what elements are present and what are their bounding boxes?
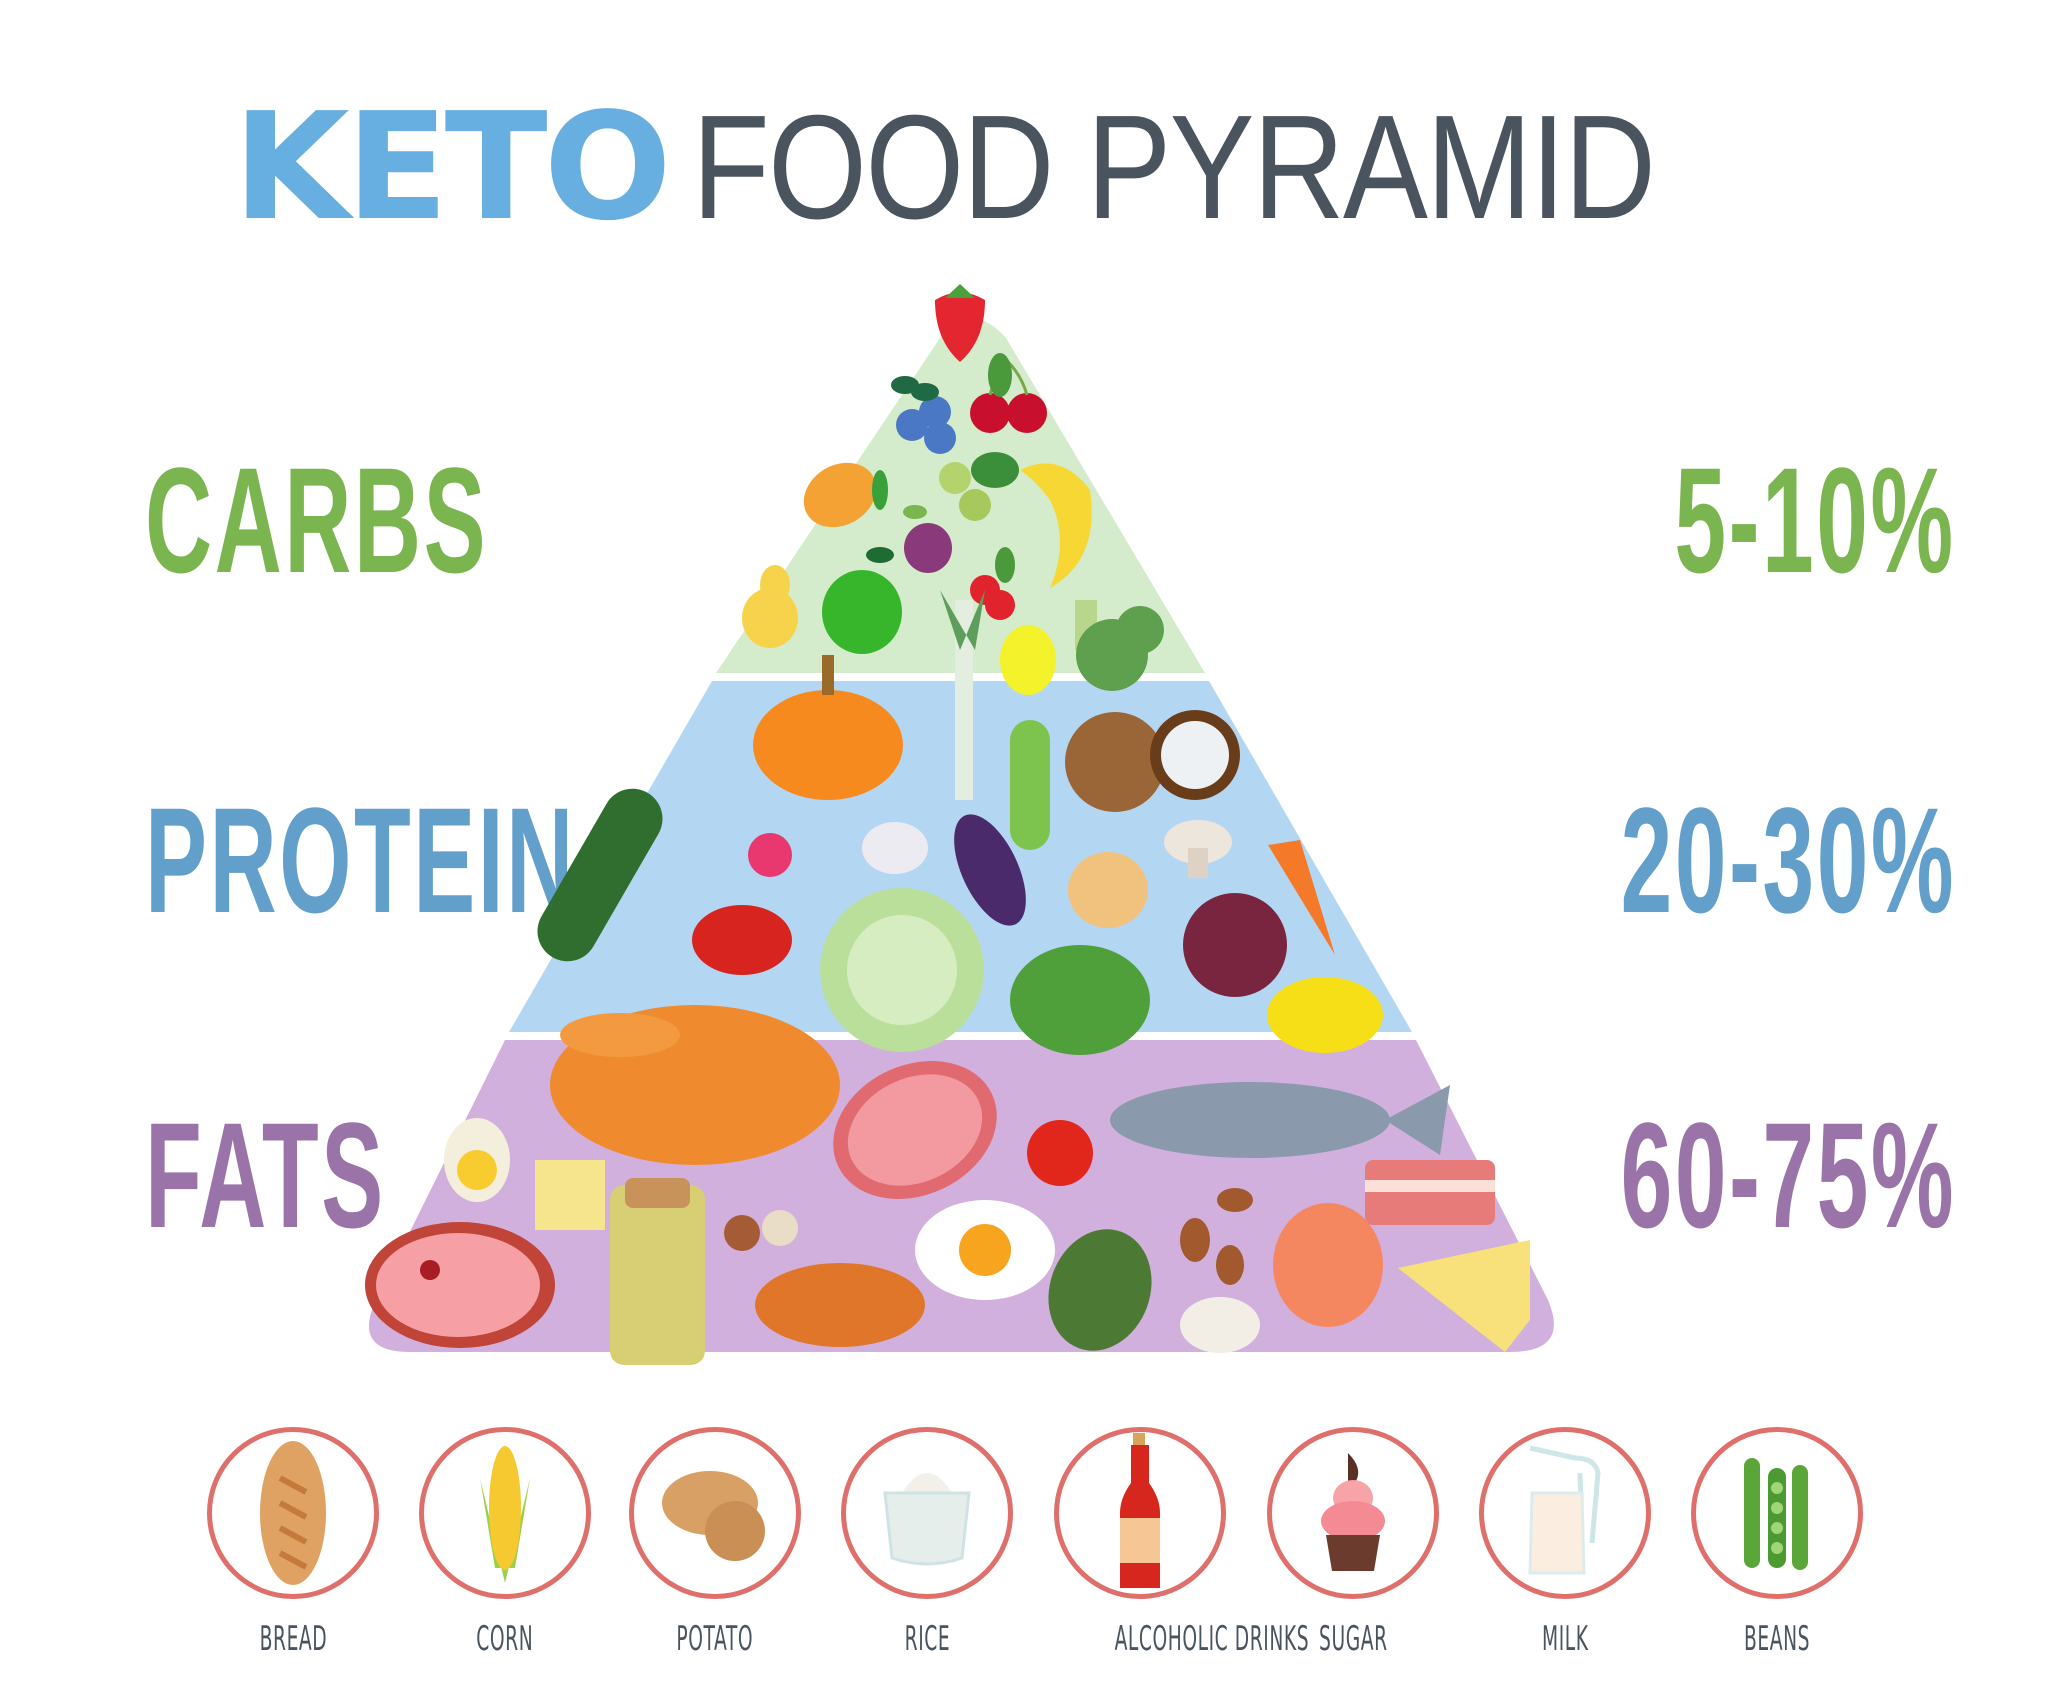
avoid-circle xyxy=(1267,1427,1439,1599)
pear-icon xyxy=(742,565,798,648)
salmon-fish-icon xyxy=(1110,1082,1450,1158)
boiled-egg-icon xyxy=(444,1118,510,1202)
strawberry-icon xyxy=(935,284,985,362)
zucchini-icon xyxy=(537,788,663,962)
avoid-item-bread: BREAD xyxy=(188,1427,398,1659)
leek-icon xyxy=(940,590,985,800)
title-highlight: KETO xyxy=(232,81,672,253)
bacon-icon xyxy=(1365,1160,1495,1225)
avoid-circle xyxy=(207,1427,379,1599)
lettuce-icon xyxy=(1010,945,1150,1055)
plum-icon xyxy=(903,505,952,573)
milk-jug-icon xyxy=(1528,1445,1601,1575)
corn-icon xyxy=(480,1446,530,1583)
gooseberries-icon xyxy=(939,452,1019,521)
onion-icon xyxy=(1068,852,1148,928)
almonds-icon xyxy=(1180,1188,1253,1285)
fats-percent: 60-75% xyxy=(1620,1091,1956,1259)
banana-icon xyxy=(1020,463,1092,588)
avoid-item-beans: BEANS xyxy=(1672,1427,1882,1659)
avoid-label: BREAD xyxy=(259,1619,327,1659)
avoid-label: ALCOHOLIC DRINKS xyxy=(1114,1619,1310,1659)
mango-icon xyxy=(803,462,888,528)
avoid-label: POTATO xyxy=(676,1619,754,1659)
olive-oil-icon xyxy=(610,1178,705,1365)
green-apple-icon xyxy=(822,547,902,654)
wine-bottle-icon xyxy=(1120,1433,1160,1588)
fats-label: FATS xyxy=(145,1091,386,1259)
ham-slice-icon xyxy=(833,1061,997,1199)
avoid-circle xyxy=(629,1427,801,1599)
potato-icon xyxy=(662,1471,765,1561)
blueberries-icon xyxy=(891,376,956,454)
roast-chicken-icon xyxy=(550,1005,840,1165)
carrot-icon xyxy=(1268,840,1335,955)
rice-icon xyxy=(883,1473,971,1566)
avoid-circle xyxy=(1054,1427,1226,1599)
carbs-label: CARBS xyxy=(145,436,489,604)
avoid-label: RICE xyxy=(904,1619,950,1659)
beetroot-icon xyxy=(1183,893,1287,997)
ham-icon xyxy=(365,1222,555,1348)
cheese-wedge-icon xyxy=(1398,1240,1530,1352)
eggplant-icon xyxy=(954,814,1026,926)
radish-icon xyxy=(748,833,792,877)
avoid-circle xyxy=(1691,1427,1863,1599)
avoid-label: CORN xyxy=(476,1619,534,1659)
cupcake-icon xyxy=(1321,1453,1385,1571)
avoid-item-potato: POTATO xyxy=(610,1427,820,1659)
cherries-icon xyxy=(970,353,1047,433)
chicken-leg-icon xyxy=(755,1263,925,1347)
broccoli-icon xyxy=(1075,600,1164,691)
cheese-cube-icon xyxy=(535,1160,605,1230)
coconut-icon xyxy=(1065,710,1240,812)
egg-icon xyxy=(1180,1297,1260,1353)
avoid-circle xyxy=(1479,1427,1651,1599)
cucumber-icon xyxy=(1010,720,1050,850)
avoid-foods-row: BREAD CORN POTATO RICE ALCOHOLIC DRINKS … xyxy=(0,1427,2048,1687)
yellow-pepper-icon xyxy=(1267,977,1383,1053)
avoid-item-corn: CORN xyxy=(400,1427,610,1659)
red-pepper-icon xyxy=(692,905,792,975)
nuts-icon xyxy=(724,1210,798,1251)
lemon-icon xyxy=(1000,625,1056,695)
avoid-label: BEANS xyxy=(1743,1619,1811,1659)
avocado-icon xyxy=(1048,1229,1152,1351)
avoid-item-sugar: SUGAR xyxy=(1248,1427,1458,1659)
title-rest: FOOD PYRAMID xyxy=(691,85,1656,250)
avoid-item-rice: RICE xyxy=(822,1427,1032,1659)
avoid-item-milk: MILK xyxy=(1460,1427,1670,1659)
tomato-icon xyxy=(1027,1120,1093,1186)
page-title: KETO FOOD PYRAMID xyxy=(0,92,2048,243)
mushroom-icon xyxy=(1164,820,1232,878)
avoid-label: MILK xyxy=(1541,1619,1589,1659)
avoid-circle xyxy=(841,1427,1013,1599)
cabbage-icon xyxy=(820,888,984,1052)
garlic-icon xyxy=(862,822,928,874)
avoid-circle xyxy=(419,1427,591,1599)
pumpkin-icon xyxy=(753,655,903,800)
avoid-label: SUGAR xyxy=(1318,1619,1388,1659)
carbs-percent: 5-10% xyxy=(1674,436,1956,604)
avoid-item-alcoholic-drinks: ALCOHOLIC DRINKS xyxy=(1035,1427,1309,1659)
protein-label: PROTEIN xyxy=(145,776,576,944)
bread-icon xyxy=(260,1441,326,1585)
peas-icon xyxy=(1744,1458,1808,1570)
salmon-steak-icon xyxy=(1273,1203,1383,1327)
protein-percent: 20-30% xyxy=(1620,776,1956,944)
fried-egg-icon xyxy=(915,1200,1055,1300)
